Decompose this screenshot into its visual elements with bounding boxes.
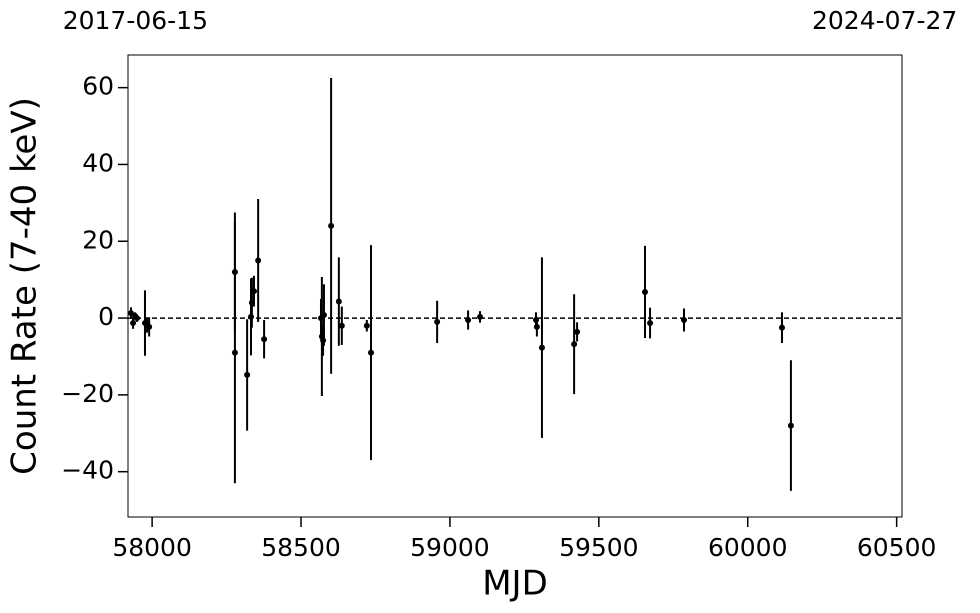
data-point xyxy=(465,316,472,323)
data-point xyxy=(328,222,335,229)
data-point xyxy=(244,371,251,378)
top-date-label: 2017-06-15 xyxy=(63,6,208,35)
data-point xyxy=(778,324,785,331)
x-tick-label: 59000 xyxy=(410,533,490,562)
data-point xyxy=(335,298,342,305)
data-point xyxy=(127,310,134,317)
data-point xyxy=(231,349,238,356)
data-point xyxy=(533,323,540,330)
data-point xyxy=(338,322,345,329)
data-point xyxy=(787,422,794,429)
y-axis-label: Count Rate (7-40 keV) xyxy=(5,97,45,475)
x-tick-label: 58000 xyxy=(112,533,192,562)
x-tick-label: 60000 xyxy=(708,533,788,562)
x-tick-label: 59500 xyxy=(559,533,639,562)
y-tick-label: −40 xyxy=(61,456,114,485)
data-point xyxy=(571,341,578,348)
data-point xyxy=(368,349,375,356)
data-point xyxy=(538,344,545,351)
y-tick-label: 40 xyxy=(82,148,114,177)
data-point xyxy=(146,323,153,330)
data-point xyxy=(647,320,654,327)
data-point xyxy=(133,315,140,322)
data-point xyxy=(320,311,327,318)
top-date-label: 2024-07-27 xyxy=(812,6,957,35)
data-point xyxy=(130,320,137,327)
x-axis-label: MJD xyxy=(482,564,548,604)
data-point xyxy=(250,288,257,295)
data-point xyxy=(261,336,268,343)
data-point xyxy=(681,316,688,323)
y-tick-label: 0 xyxy=(98,302,114,331)
y-tick-label: −20 xyxy=(61,379,114,408)
x-tick-label: 60500 xyxy=(857,533,937,562)
y-tick-label: 20 xyxy=(82,225,114,254)
y-tick-label: 60 xyxy=(82,72,114,101)
plot-frame xyxy=(127,54,903,518)
x-tick-label: 58500 xyxy=(261,533,341,562)
data-point xyxy=(434,318,441,325)
data-point xyxy=(255,257,262,264)
data-point xyxy=(477,313,484,320)
data-point xyxy=(363,322,370,329)
data-point xyxy=(641,288,648,295)
data-point xyxy=(574,328,581,335)
